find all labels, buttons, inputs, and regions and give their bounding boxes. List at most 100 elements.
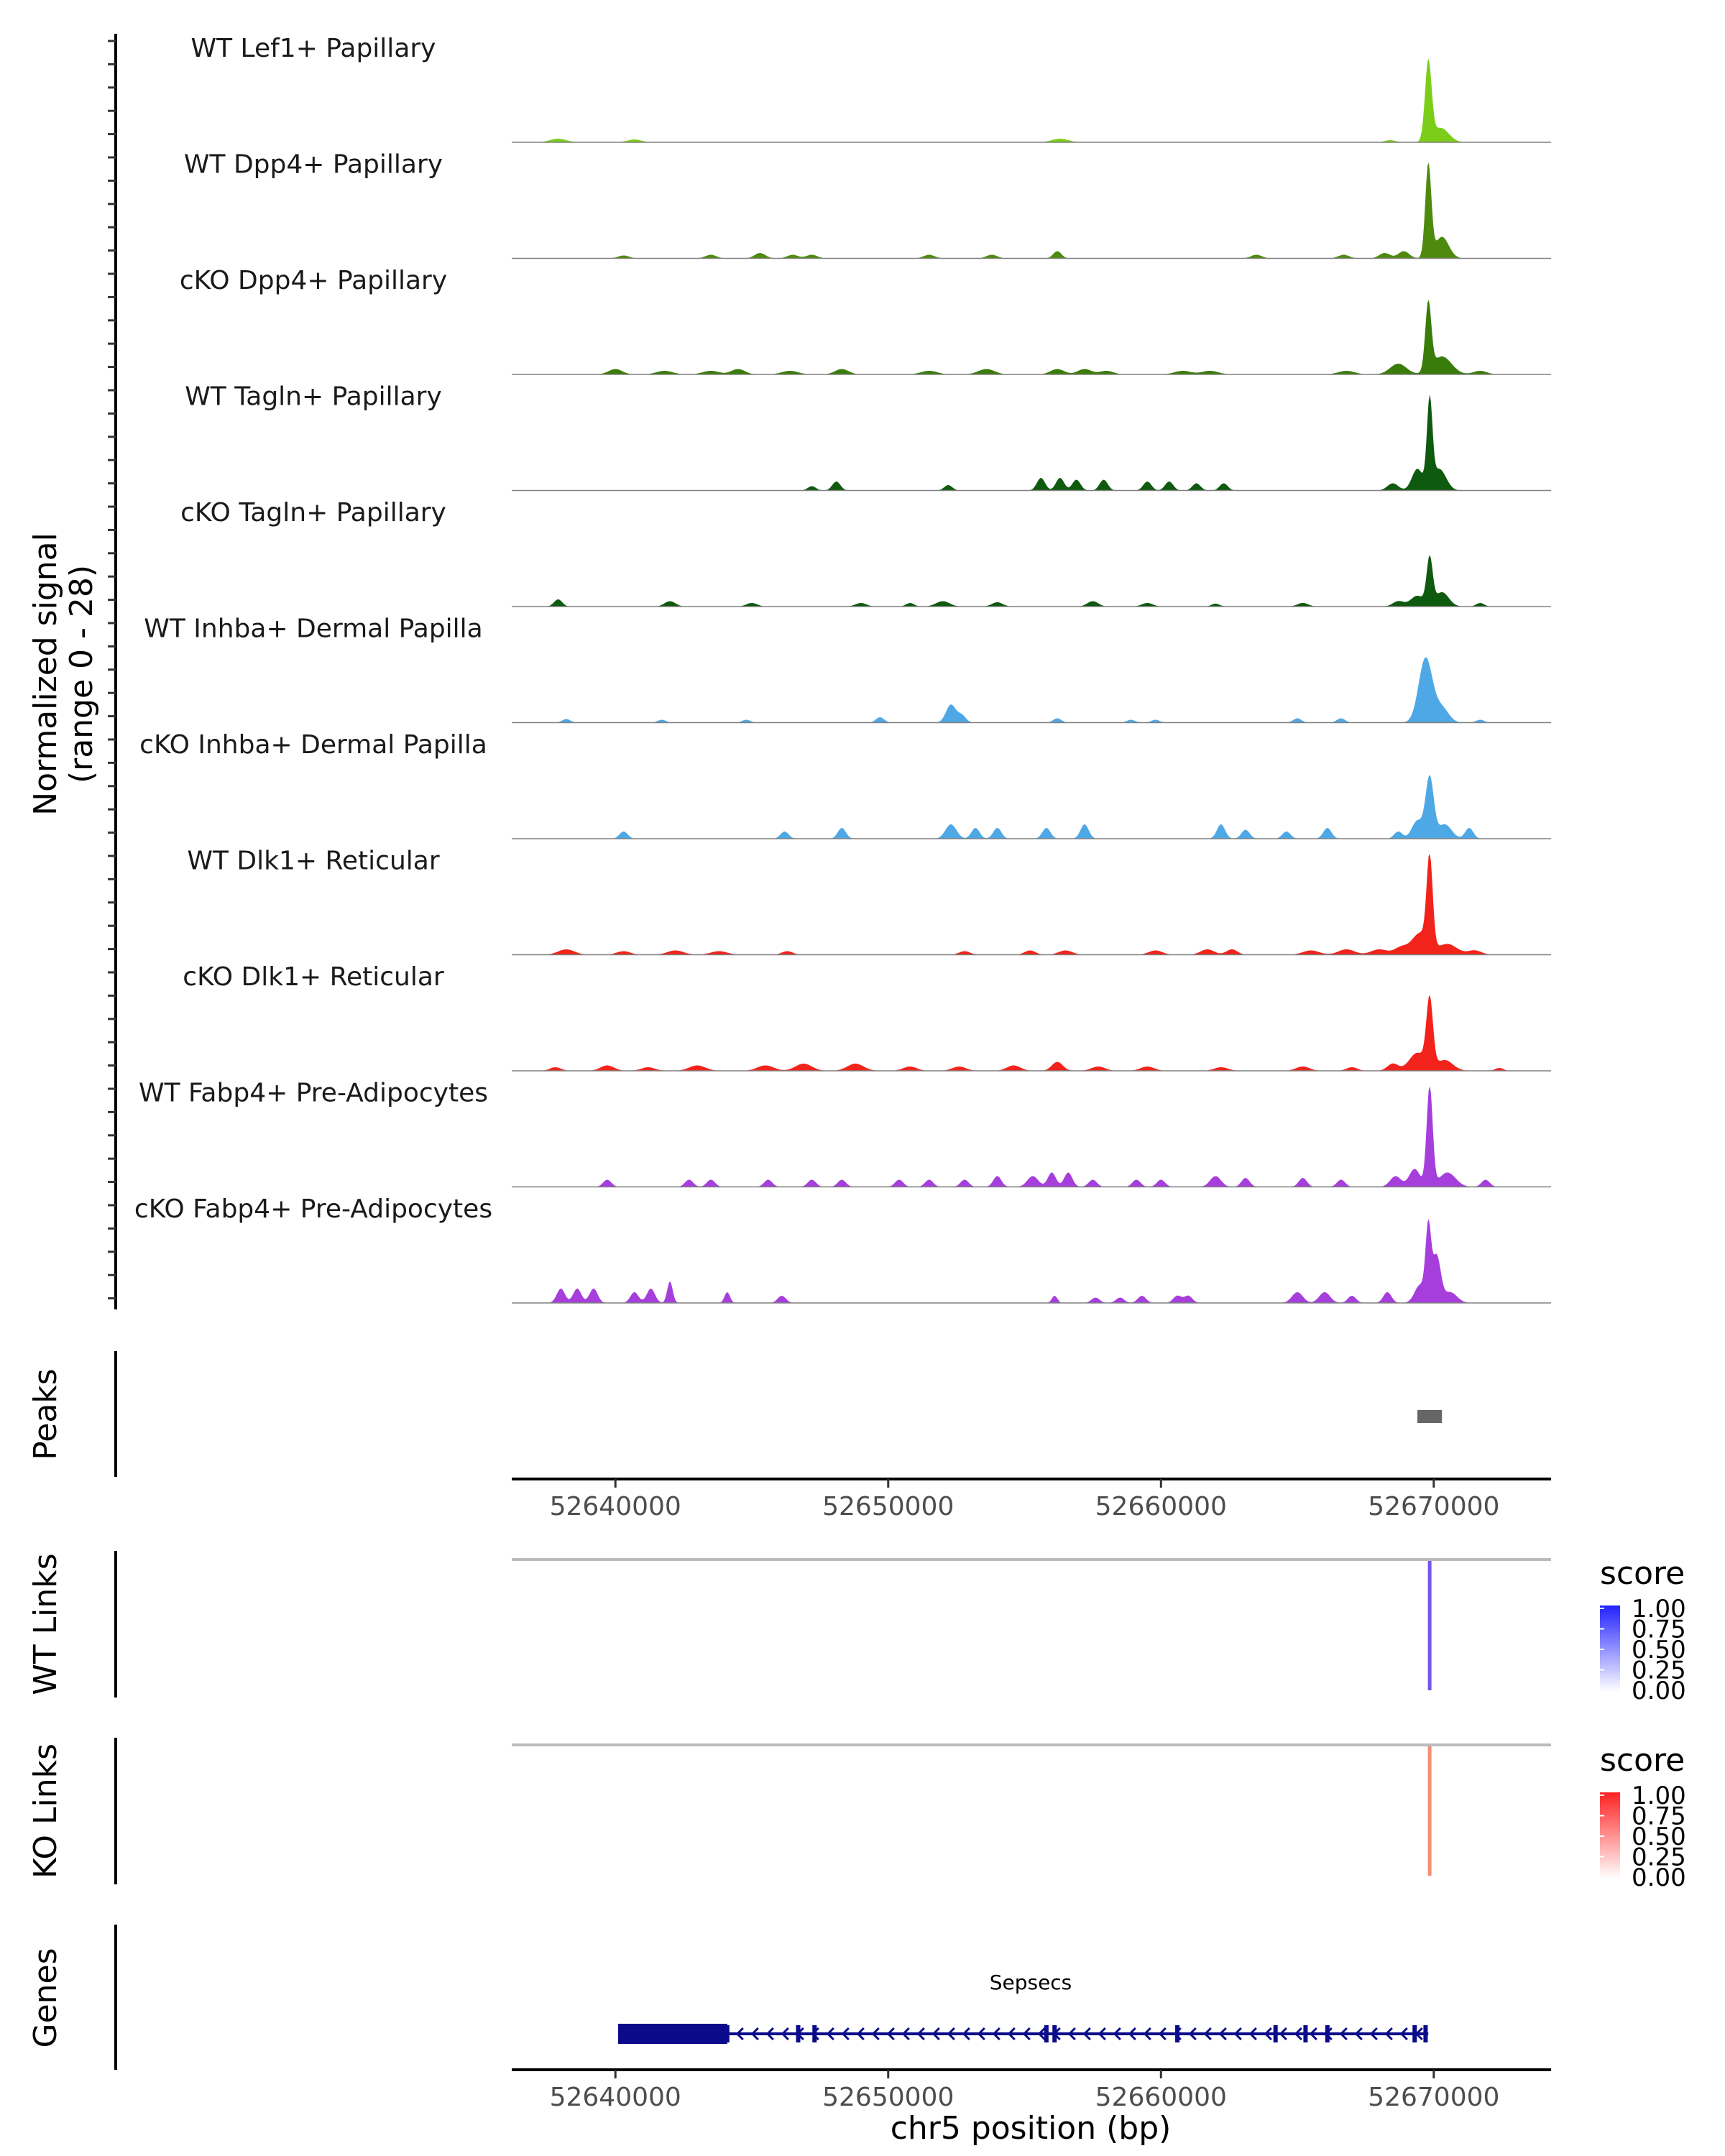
peaks-x-ticks: 52640000 52650000 52660000 52670000 <box>550 1479 1499 1521</box>
strand-arrow <box>811 2027 819 2041</box>
signal-track: WT Fabp4+ Pre-Adipocytes <box>139 1079 1551 1188</box>
legend-tick-label: 0.25 <box>1632 1843 1686 1872</box>
signal-track: WT Lef1+ Papillary <box>191 34 1551 143</box>
strand-arrow <box>781 2027 789 2041</box>
strand-arrow <box>1203 2027 1212 2041</box>
strand-arrow <box>1279 2027 1287 2041</box>
peak-region <box>1417 1410 1443 1423</box>
wt-links-panel: WT Links score 1.000.750.500.250.00 <box>27 1551 1686 1705</box>
genes-ylabel: Genes <box>27 1948 64 2047</box>
strand-arrow <box>1399 2027 1408 2041</box>
track-label: WT Dpp4+ Papillary <box>184 150 443 180</box>
track-label: WT Lef1+ Papillary <box>191 34 436 63</box>
x-tick-label: 52650000 <box>822 1492 954 1521</box>
gene-exon <box>1412 2025 1417 2042</box>
strand-arrow <box>1248 2027 1257 2041</box>
strand-arrow <box>962 2027 970 2041</box>
strand-arrow <box>1414 2027 1423 2041</box>
signal-area <box>512 657 1551 723</box>
strand-arrow <box>1384 2027 1393 2041</box>
signal-tracks: WT Lef1+ Papillary WT Dpp4+ Papillary cKO … <box>134 34 1551 1304</box>
signal-area <box>512 775 1551 839</box>
legend-tick-label: 0.75 <box>1632 1802 1686 1831</box>
signal-area <box>512 162 1551 259</box>
genes-x-ticks: 52640000 52650000 52660000 52670000 <box>550 2070 1499 2112</box>
peaks-ylabel: Peaks <box>27 1368 64 1460</box>
ko-links-panel: KO Links score 1.000.750.500.250.00 <box>27 1738 1686 1892</box>
gene-exon <box>812 2025 817 2042</box>
strand-arrow <box>765 2027 774 2041</box>
legend-tick-label: 0.75 <box>1632 1616 1686 1644</box>
strand-arrow <box>1309 2027 1317 2041</box>
wt-legend-ticks: 1.000.750.500.250.00 <box>1600 1595 1686 1705</box>
strand-arrow <box>1082 2027 1091 2041</box>
gene-exon <box>1423 2025 1428 2042</box>
gene-utr-block <box>618 2024 727 2044</box>
strand-arrow <box>1037 2027 1046 2041</box>
ko-links-ylabel: KO Links <box>27 1743 64 1879</box>
track-label: cKO Tagln+ Papillary <box>180 498 446 528</box>
strand-arrow <box>826 2027 834 2041</box>
track-label: cKO Dpp4+ Papillary <box>180 266 447 295</box>
gene-model <box>618 2024 1429 2044</box>
strand-arrow <box>1173 2027 1182 2041</box>
strand-arrow <box>1354 2027 1363 2041</box>
signal-track: cKO Tagln+ Papillary <box>180 498 1551 607</box>
track-label: cKO Inhba+ Dermal Papilla <box>139 730 487 760</box>
strand-arrow <box>1067 2027 1076 2041</box>
signal-ylabel-line1: Normalized signal <box>27 533 64 816</box>
strand-arrow <box>1098 2027 1106 2041</box>
strand-arrow <box>735 2027 744 2041</box>
strand-arrow <box>977 2027 985 2041</box>
strand-arrow <box>1324 2027 1333 2041</box>
strand-arrow <box>916 2027 925 2041</box>
x-tick-label: 52640000 <box>550 1492 681 1521</box>
strand-arrow <box>1339 2027 1348 2041</box>
signal-area <box>512 995 1551 1071</box>
strand-arrow <box>1233 2027 1242 2041</box>
strand-arrow <box>901 2027 910 2041</box>
strand-arrow <box>992 2027 1000 2041</box>
signal-track: cKO Inhba+ Dermal Papilla <box>139 730 1551 839</box>
legend-tick-label: 1.00 <box>1632 1782 1686 1810</box>
x-tick-label: 52670000 <box>1368 2083 1499 2112</box>
strand-arrow <box>932 2027 940 2041</box>
signal-track: cKO Fabp4+ Pre-Adipocytes <box>134 1194 1551 1304</box>
ko-legend-title: score <box>1600 1742 1685 1779</box>
signal-track: WT Dlk1+ Reticular <box>187 847 1551 956</box>
strand-arrow <box>1128 2027 1136 2041</box>
gene-exon <box>724 2025 730 2042</box>
peak-rects <box>1417 1410 1443 1423</box>
signal-track: WT Inhba+ Dermal Papilla <box>144 614 1551 724</box>
strand-arrow <box>1369 2027 1378 2041</box>
peaks-panel: Peaks 52640000 52650000 52660000 52670000 <box>27 1351 1551 1521</box>
strand-arrow <box>841 2027 850 2041</box>
wt-links-legend: score 1.000.750.500.250.00 <box>1600 1555 1686 1705</box>
signal-area <box>512 854 1551 955</box>
strand-arrow <box>796 2027 804 2041</box>
x-tick-label: 52640000 <box>550 2083 681 2112</box>
legend-tick-label: 1.00 <box>1632 1595 1686 1623</box>
x-tick-label: 52660000 <box>1095 1492 1227 1521</box>
track-label: cKO Fabp4+ Pre-Adipocytes <box>134 1194 492 1224</box>
track-label: cKO Dlk1+ Reticular <box>183 962 444 992</box>
strand-arrow <box>886 2027 895 2041</box>
legend-tick-label: 0.00 <box>1632 1864 1686 1892</box>
gene-exon <box>1044 2025 1049 2042</box>
gene-exon <box>1273 2025 1278 2042</box>
signal-area <box>512 555 1551 607</box>
strand-arrow <box>1218 2027 1227 2041</box>
strand-arrow <box>1158 2027 1167 2041</box>
strand-arrow <box>947 2027 955 2041</box>
strand-arrow <box>1264 2027 1272 2041</box>
track-label: WT Inhba+ Dermal Papilla <box>144 614 482 644</box>
signal-area <box>512 58 1551 142</box>
legend-tick-label: 0.50 <box>1632 1823 1686 1851</box>
gene-exon <box>1303 2025 1308 2042</box>
strand-arrow <box>1188 2027 1197 2041</box>
legend-tick-label: 0.50 <box>1632 1636 1686 1664</box>
strand-arrow <box>856 2027 865 2041</box>
legend-tick-label: 0.00 <box>1632 1677 1686 1705</box>
strand-arrow <box>1113 2027 1121 2041</box>
